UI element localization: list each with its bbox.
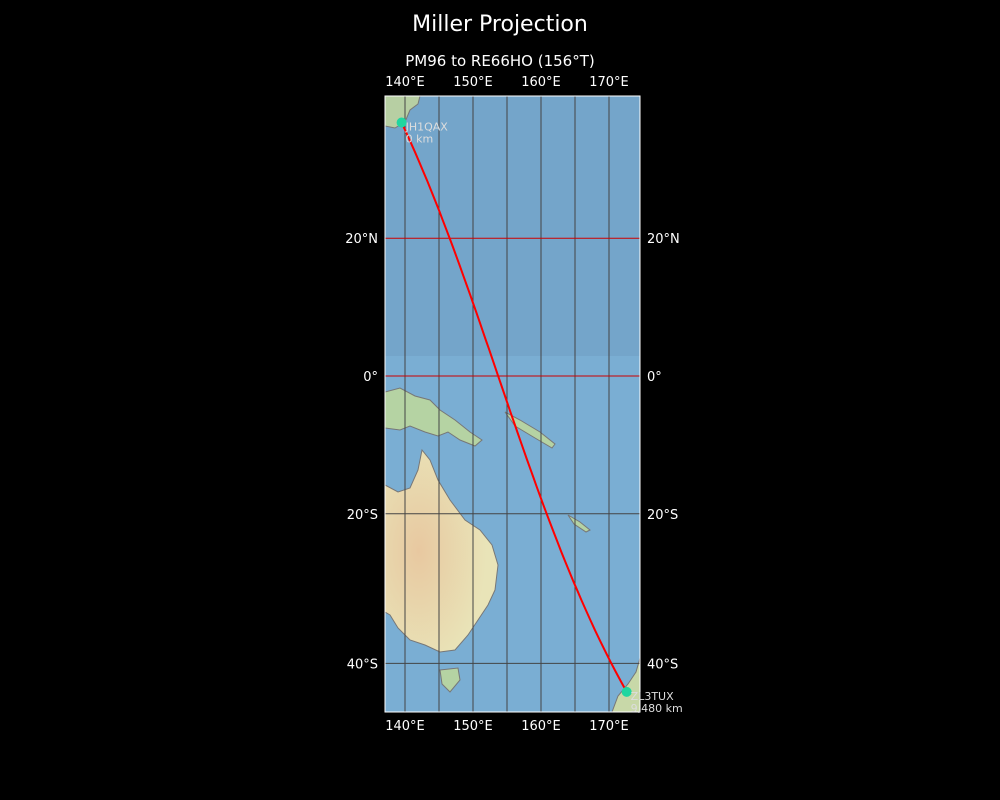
lon-tick-label-top: 140°E [385,75,425,90]
lon-tick-label-top: 150°E [453,75,493,90]
lat-tick-label-left: 20°N [345,232,378,247]
deep-ocean [385,96,640,356]
lat-tick-label-right: 40°S [647,657,678,672]
map-subtitle: PM96 to RE66HO (156°T) [405,52,595,70]
lon-tick-label-top: 160°E [521,75,561,90]
land-japan [385,96,421,129]
great-circle-path [400,122,628,693]
land-new-guinea [385,387,483,447]
lat-tick-label-left: 0° [363,370,378,385]
land-australia [385,448,499,653]
lat-tick-label-right: 0° [647,370,662,385]
lat-tick-label-right: 20°S [647,508,678,523]
lon-tick-label-top: 170°E [589,75,629,90]
lat-tick-label-right: 20°N [647,232,680,247]
station-callsign: ZL3TUX [631,690,674,703]
lon-tick-label-bottom: 150°E [453,719,493,734]
land-new-caledonia [567,514,591,533]
lon-tick-label-bottom: 140°E [385,719,425,734]
land-new-zealand [611,657,640,712]
lat-tick-label-left: 40°S [347,657,378,672]
station-marker[interactable] [396,117,407,128]
land-tasmania [439,667,461,693]
station-marker[interactable] [621,686,632,697]
station-callsign: JH1QAX [405,121,449,134]
land-solomon-islands [504,411,556,449]
station-distance: 9,480 km [631,702,683,715]
station-distance: 0 km [406,133,434,146]
lon-tick-label-bottom: 170°E [589,719,629,734]
figure-title: Miller Projection [412,12,588,37]
lon-tick-label-bottom: 160°E [521,719,561,734]
map-frame [384,95,641,713]
lat-tick-label-left: 20°S [347,508,378,523]
